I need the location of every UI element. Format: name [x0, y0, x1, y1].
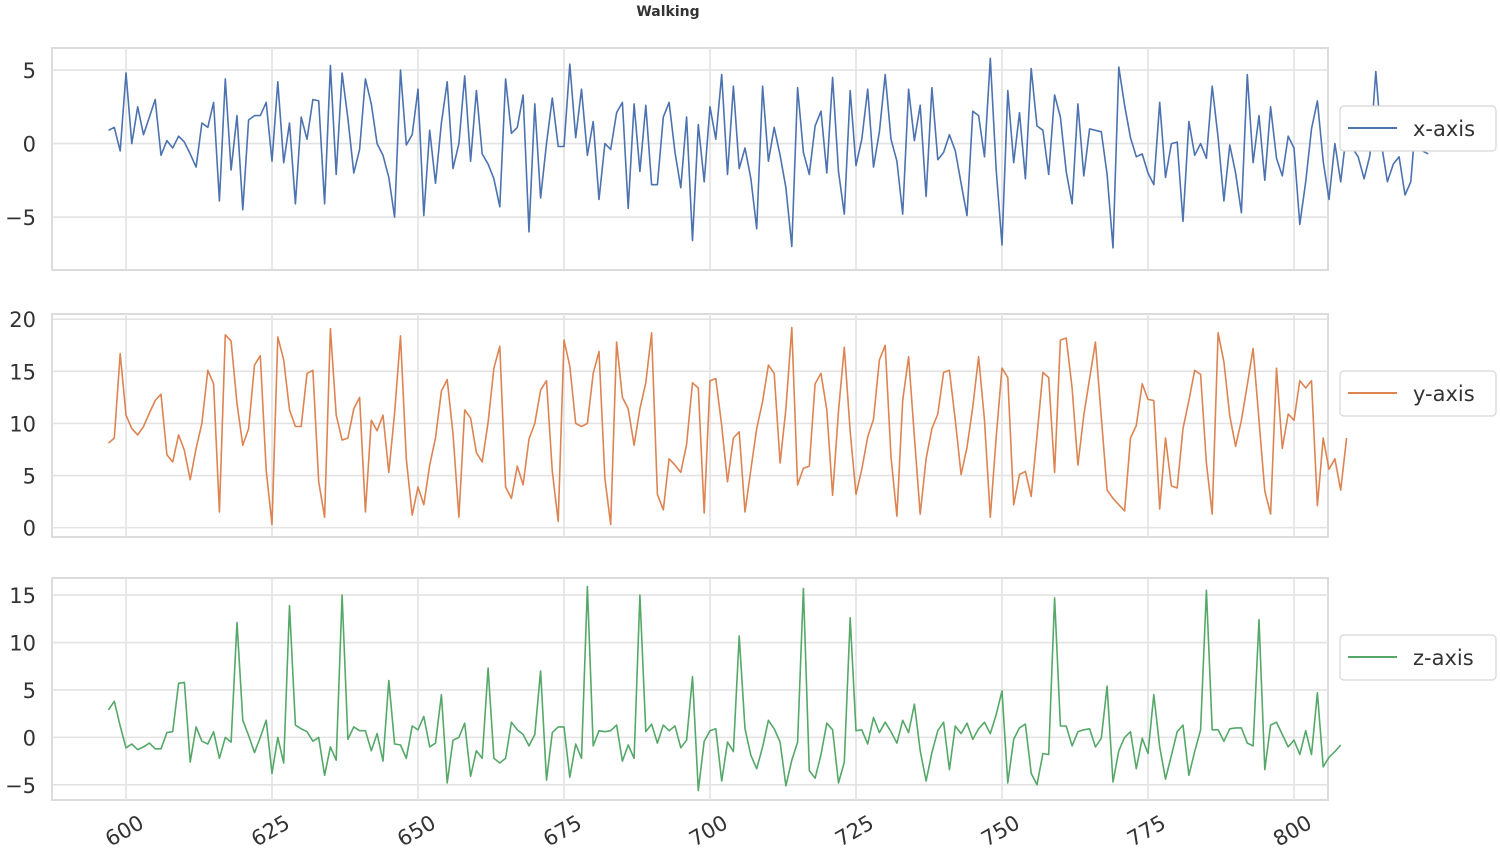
y-tick-label: 5: [23, 465, 36, 489]
x-tick-label: 725: [831, 810, 878, 851]
y-tick-label: −5: [5, 206, 36, 230]
panel-z-axis: 15 10 5 0 −5: [5, 577, 1342, 801]
y-tick-label: 5: [23, 679, 36, 703]
panel-y-axis: 20 15 10 5 0: [9, 308, 1348, 541]
x-tick-label: 700: [685, 810, 732, 851]
y-tick-label: 15: [9, 360, 36, 384]
legend-z-axis[interactable]: z-axis: [1339, 634, 1497, 681]
legend-label: x-axis: [1413, 117, 1475, 141]
x-tick-label: 775: [1123, 810, 1170, 851]
legend-label: z-axis: [1413, 646, 1474, 670]
y-tick-label: 5: [23, 59, 36, 83]
panel-frame: [51, 47, 1329, 271]
x-tick-label: 625: [247, 810, 294, 851]
legend-box: [1339, 370, 1497, 417]
legend-box: [1339, 634, 1497, 681]
panel-x-axis: 5 0 −5: [5, 47, 1429, 271]
x-tick-label: 800: [1269, 810, 1316, 851]
figure-title: Walking: [636, 4, 700, 20]
series-line-x-axis: [108, 57, 1429, 249]
x-tick-label: 750: [977, 810, 1024, 851]
legend-y-axis[interactable]: y-axis: [1339, 370, 1497, 417]
x-tick-label: 675: [539, 810, 586, 851]
series-line-y-axis: [107, 326, 1348, 526]
series-line-z-axis: [107, 585, 1342, 792]
y-tick-label: 10: [9, 632, 36, 656]
legend-box: [1339, 105, 1497, 152]
y-tick-label: 0: [23, 133, 36, 157]
x-tick-label: 600: [101, 810, 148, 851]
y-tick-label: 15: [9, 584, 36, 608]
legend-label: y-axis: [1413, 382, 1475, 406]
y-tick-label: 10: [9, 412, 36, 436]
panel-frame: [51, 577, 1329, 801]
legend-x-axis[interactable]: x-axis: [1339, 105, 1497, 152]
x-tick-label: 650: [393, 810, 440, 851]
y-tick-label: 0: [23, 726, 36, 750]
y-tick-label: −5: [5, 774, 36, 798]
y-tick-label: 20: [9, 308, 36, 332]
y-tick-label: 0: [23, 517, 36, 541]
